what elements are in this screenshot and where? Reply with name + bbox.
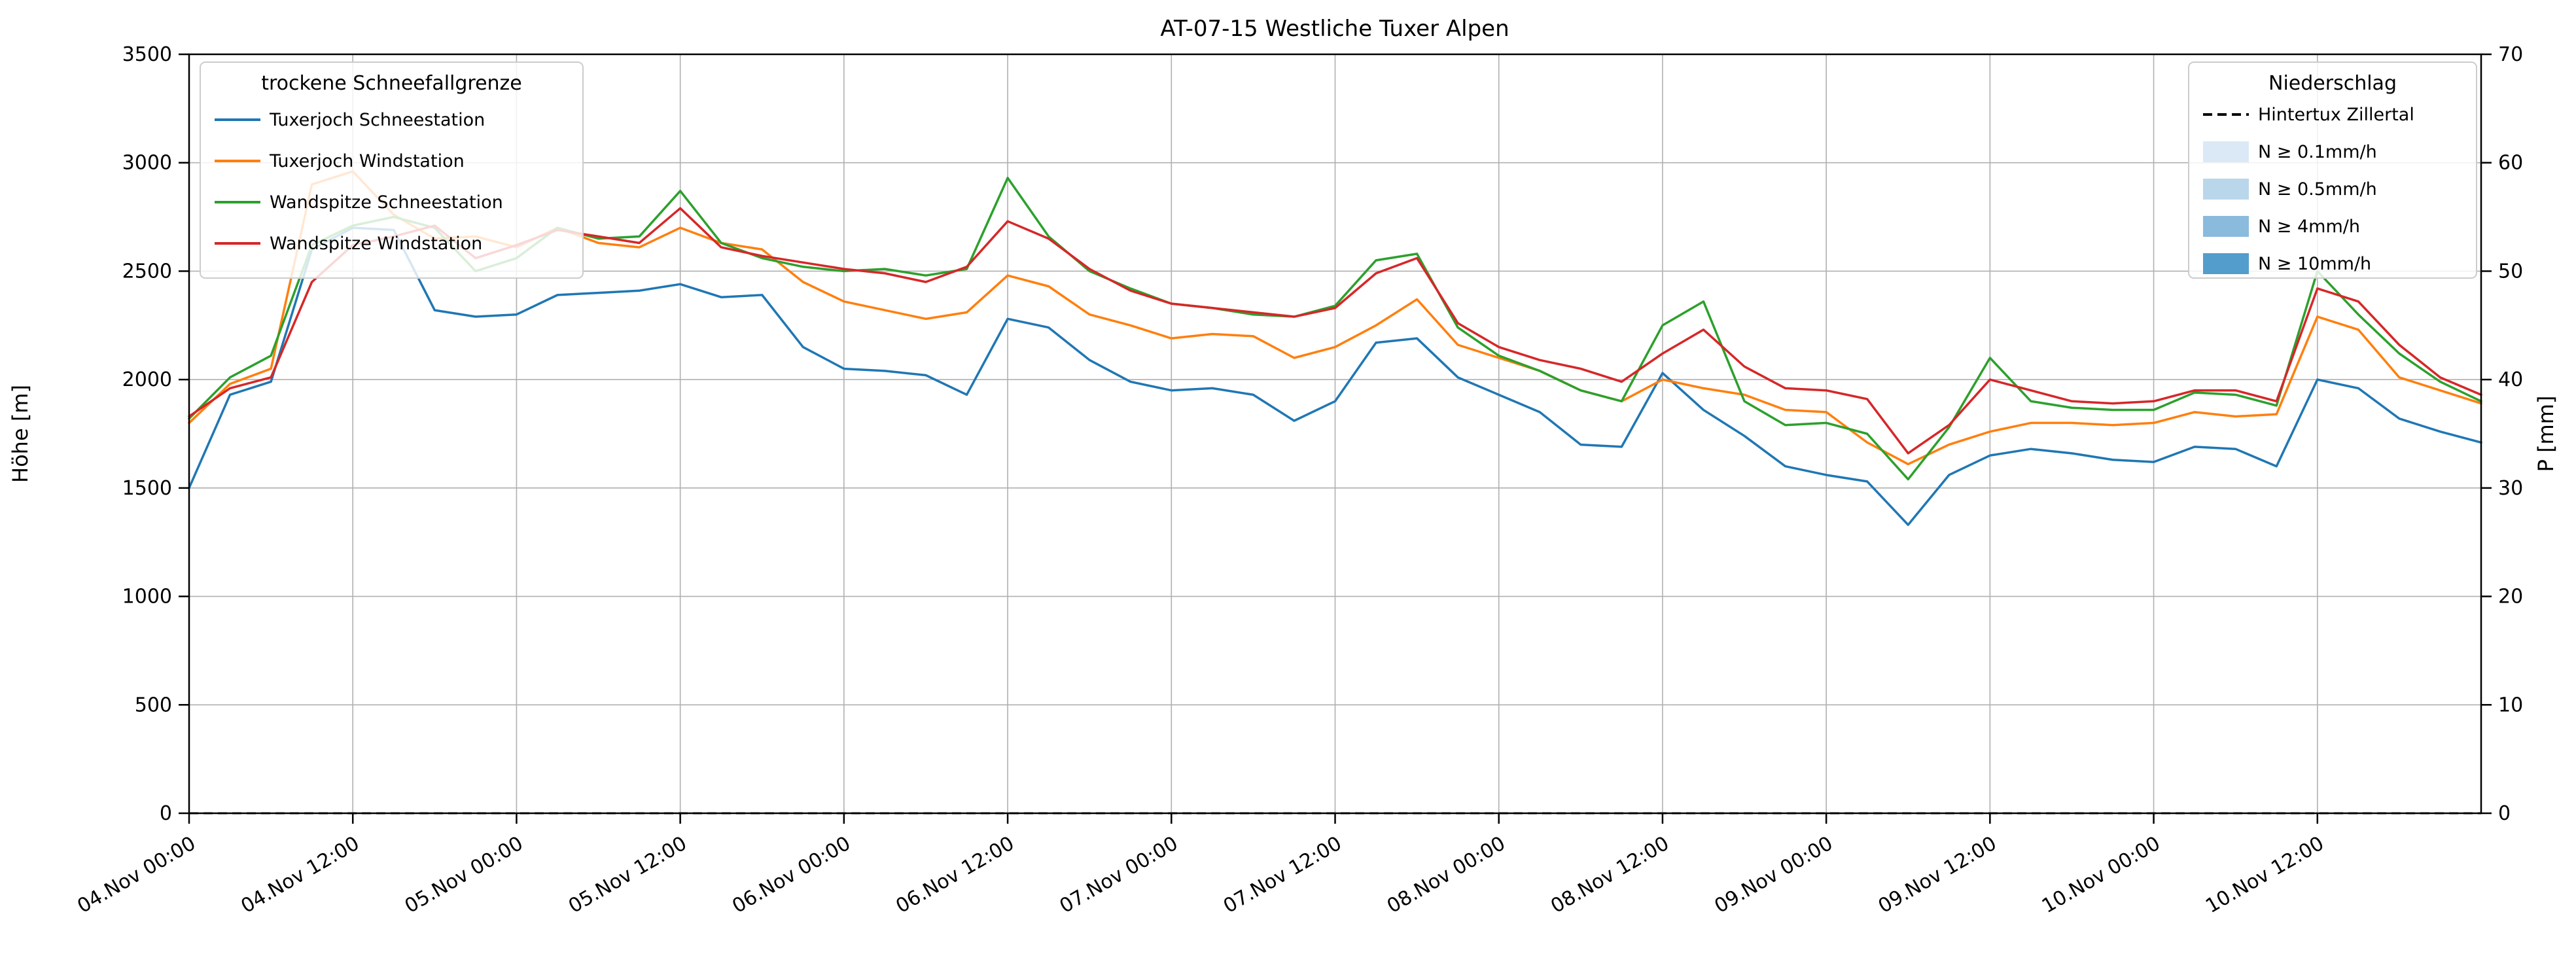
legend-entry-label: N ≥ 10mm/h <box>2258 254 2371 274</box>
y-tick-label-left: 3000 <box>122 152 172 175</box>
y-tick-label-right: 20 <box>2498 586 2523 608</box>
y-tick-label-right: 30 <box>2498 477 2523 500</box>
x-tick-label: 10.Nov 12:00 <box>2202 832 2328 918</box>
x-tick-label: 07.Nov 00:00 <box>1056 832 1182 918</box>
chart-title: AT-07-15 Westliche Tuxer Alpen <box>1160 16 1509 42</box>
legend-precipitation-box <box>2188 62 2477 279</box>
x-tick-label: 10.Nov 00:00 <box>2038 832 2164 918</box>
y-tick-label-right: 0 <box>2498 802 2511 825</box>
y-tick-label-left: 500 <box>135 694 172 716</box>
x-tick-label: 06.Nov 00:00 <box>728 832 855 918</box>
x-tick-label: 05.Nov 12:00 <box>565 832 691 918</box>
legend-entry-label: N ≥ 0.5mm/h <box>2258 179 2377 200</box>
y-tick-label-right: 70 <box>2498 43 2523 66</box>
legend-snowline-title: trockene Schneefallgrenze <box>261 72 522 95</box>
y-tick-label-left: 0 <box>160 802 172 825</box>
legend-entry-label: N ≥ 0.1mm/h <box>2258 142 2377 162</box>
x-tick-label: 06.Nov 12:00 <box>892 832 1018 918</box>
x-tick-label: 04.Nov 00:00 <box>73 832 200 918</box>
legend-entry-label: Wandspitze Windstation <box>270 234 482 254</box>
legend-swatch-n-10mm-h <box>2203 253 2249 274</box>
x-tick-label: 09.Nov 12:00 <box>1875 832 2001 918</box>
legend-swatch-n-0-1mm-h <box>2203 141 2249 162</box>
y-tick-label-right: 40 <box>2498 368 2523 391</box>
y-axis-label-left: Höhe [m] <box>8 385 33 483</box>
x-tick-label: 08.Nov 12:00 <box>1547 832 1673 918</box>
y-tick-label-left: 1000 <box>122 586 172 608</box>
legend-entry-label: N ≥ 4mm/h <box>2258 217 2360 237</box>
legend-entry-label: Hintertux Zillertal <box>2258 105 2414 125</box>
legend-swatch-n-4mm-h <box>2203 216 2249 237</box>
y-tick-label-left: 3500 <box>122 43 172 66</box>
y-tick-label-left: 1500 <box>122 477 172 500</box>
legend-entry-label: Tuxerjoch Schneestation <box>269 110 485 130</box>
x-tick-label: 04.Nov 12:00 <box>238 832 364 918</box>
x-tick-label: 09.Nov 00:00 <box>1710 832 1837 918</box>
legend-precipitation-title: Niederschlag <box>2268 72 2397 95</box>
y-axis-label-right: P [mm] <box>2533 396 2558 472</box>
line-tuxerjoch-schneestation <box>188 226 2482 526</box>
x-tick-label: 07.Nov 12:00 <box>1220 832 1346 918</box>
legend-entry-label: Tuxerjoch Windstation <box>269 151 465 171</box>
legends: trockene Schneefallgrenze Tuxerjoch Schne… <box>200 62 2477 279</box>
x-tick-label: 08.Nov 00:00 <box>1383 832 1509 918</box>
x-tick-label: 05.Nov 00:00 <box>401 832 527 918</box>
y-tick-label-right: 50 <box>2498 260 2523 283</box>
legend-snowline-box <box>200 62 584 279</box>
legend-entry-label: Wandspitze Schneestation <box>270 192 503 213</box>
y-tick-label-right: 10 <box>2498 694 2523 716</box>
legend-swatch-n-0-5mm-h <box>2203 179 2249 200</box>
y-tick-label-left: 2000 <box>122 368 172 391</box>
y-tick-label-right: 60 <box>2498 152 2523 175</box>
y-tick-label-left: 2500 <box>122 260 172 283</box>
